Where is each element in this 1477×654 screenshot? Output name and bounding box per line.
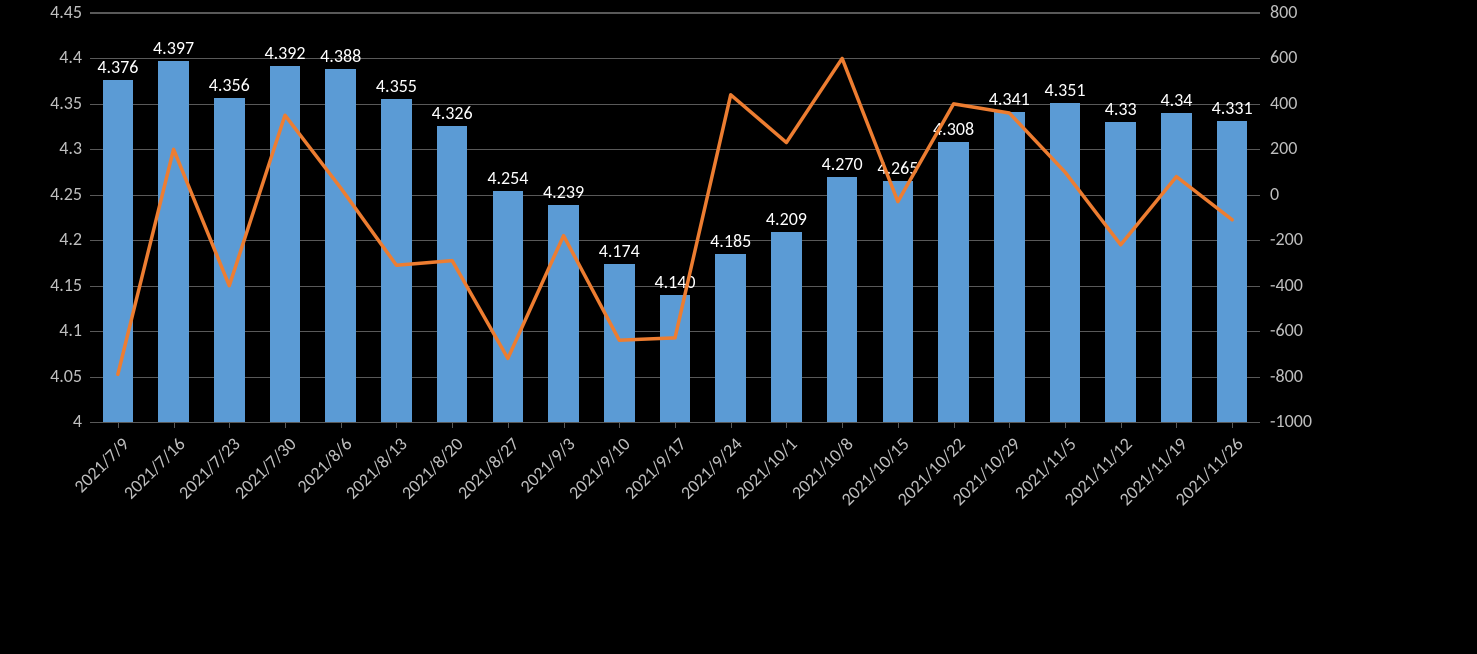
combo-chart: 4.3764.3974.3564.3924.3884.3554.3264.254…	[0, 0, 1477, 654]
y-right-tick-label: 200	[1270, 139, 1297, 157]
x-tick	[1065, 422, 1066, 428]
y-right-tick-label: -200	[1270, 230, 1303, 248]
x-tick	[118, 422, 119, 428]
y-left-tick-label: 4.35	[50, 94, 82, 112]
x-tick	[396, 422, 397, 428]
y-right-tick-label: -400	[1270, 276, 1303, 294]
y-left-tick-label: 4.1	[59, 321, 82, 339]
y-right-tick-label: 0	[1270, 185, 1279, 203]
x-tick	[285, 422, 286, 428]
x-tick	[452, 422, 453, 428]
y-right-tick-label: -600	[1270, 321, 1303, 339]
y-left-tick-label: 4.4	[59, 48, 82, 66]
x-tick	[786, 422, 787, 428]
x-tick	[174, 422, 175, 428]
plot-area: 4.3764.3974.3564.3924.3884.3554.3264.254…	[90, 12, 1260, 422]
x-tick	[731, 422, 732, 428]
x-tick	[675, 422, 676, 428]
x-tick	[1176, 422, 1177, 428]
line-series	[90, 13, 1260, 422]
y-right-tick-label: 400	[1270, 94, 1297, 112]
x-tick	[1009, 422, 1010, 428]
x-tick	[1232, 422, 1233, 428]
y-left-tick-label: 4.05	[50, 367, 82, 385]
x-tick	[229, 422, 230, 428]
x-tick	[341, 422, 342, 428]
x-tick	[564, 422, 565, 428]
x-tick	[842, 422, 843, 428]
x-tick	[508, 422, 509, 428]
y-left-tick-label: 4.45	[50, 3, 82, 21]
x-tick	[954, 422, 955, 428]
x-tick	[619, 422, 620, 428]
y-left-tick-label: 4.25	[50, 185, 82, 203]
y-right-tick-label: -800	[1270, 367, 1303, 385]
x-tick	[898, 422, 899, 428]
y-right-tick-label: 800	[1270, 3, 1297, 21]
y-left-tick-label: 4	[73, 412, 82, 430]
y-left-tick-label: 4.2	[59, 230, 82, 248]
y-left-tick-label: 4.15	[50, 276, 82, 294]
y-right-tick-label: 600	[1270, 48, 1297, 66]
y-left-tick-label: 4.3	[59, 139, 82, 157]
y-right-tick-label: -1000	[1270, 412, 1312, 430]
x-tick	[1121, 422, 1122, 428]
